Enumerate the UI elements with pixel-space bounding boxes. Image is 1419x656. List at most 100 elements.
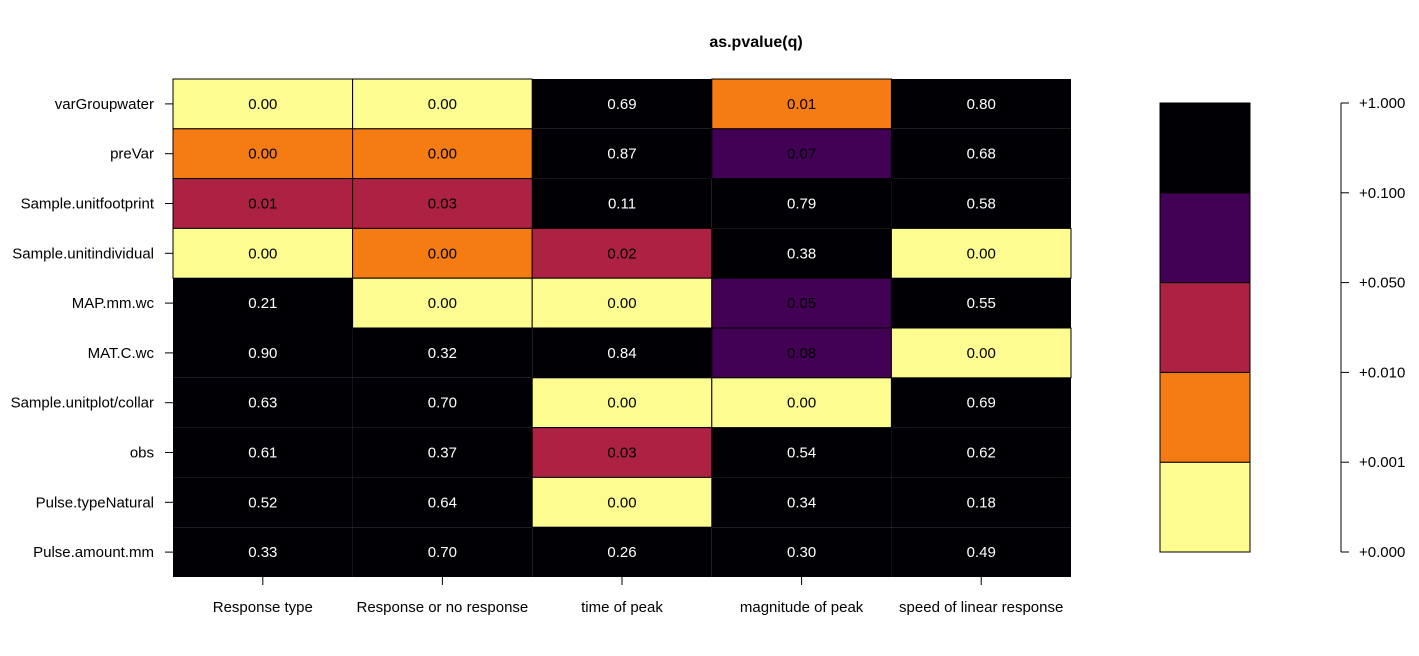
cell-value-label: 0.69 [607,96,636,113]
cell-value-label: 0.00 [248,146,277,163]
row-label: obs [130,445,154,462]
heatmap-cell [890,327,1072,379]
cell-value-label: 0.18 [967,494,996,511]
row-label: Sample.unitfootprint [21,196,155,213]
cell-value-label: 0.52 [248,494,277,511]
legend-color-swatch [1159,461,1251,553]
heatmap-cell [352,328,533,378]
row-label: Sample.unitindividual [12,245,154,262]
heatmap-cell [890,227,1072,279]
row-label: Pulse.amount.mm [33,544,154,561]
cell-value-label: 0.03 [428,196,457,213]
cell-value-label: 0.00 [787,395,816,412]
cell-value-label: 0.00 [967,245,996,262]
heatmap-cell [711,178,892,229]
heatmap-cell [352,527,533,577]
heatmap-cell [891,79,1071,129]
heatmap-cell [531,227,713,279]
chart-title: as.pvalue(q) [709,34,802,51]
heatmap-cell [352,78,533,130]
heatmap-cell [891,278,1071,328]
legend-color-swatch [1159,371,1251,463]
heatmap-cell [891,377,1071,428]
cell-value-label: 0.69 [967,395,996,412]
cell-value-label: 0.68 [967,146,996,163]
row-label: MAT.C.wc [88,345,155,362]
cell-value-label: 0.90 [248,345,277,362]
heatmap-cell [173,477,353,528]
heatmap-cell [173,427,353,478]
heatmap-cell [173,328,353,378]
heatmap-cell [172,128,354,180]
cell-value-label: 0.00 [248,96,277,113]
legend-color-swatch [1159,282,1251,373]
cell-value-label: 0.26 [607,544,636,561]
heatmap-cell [532,178,712,229]
heatmap-cells: 0.00 0.00 0.69 0.01 0.80 0.00 0.00 0.87 0.07 0.68… [172,78,1072,577]
cell-value-label: 0.84 [607,345,636,362]
row-label: preVar [110,146,154,163]
legend-tick-label: +0.050 [1359,275,1405,292]
heatmap-cell [173,377,353,428]
cell-value-label: 0.63 [248,395,277,412]
heatmap-cell [172,78,354,130]
heatmap-cell [711,377,892,429]
cell-value-label: 0.08 [787,345,816,362]
heatmap-cell [173,527,353,577]
cell-value-label: 0.05 [787,295,816,312]
cell-value-label: 0.21 [248,295,277,312]
heatmap-cell [891,477,1071,528]
heatmap-cell [352,427,533,478]
cell-value-label: 0.32 [428,345,457,362]
cell-value-label: 0.55 [967,295,996,312]
cell-value-label: 0.87 [607,146,636,163]
cell-value-label: 0.61 [248,445,277,462]
cell-value-label: 0.02 [607,245,636,262]
heatmap-cell [891,128,1071,179]
legend-tick-label: +0.000 [1359,544,1405,561]
column-label: Response type [213,599,313,616]
cell-value-label: 0.38 [787,245,816,262]
cell-value-label: 0.00 [607,295,636,312]
row-labels: varGroupwater preVar Sample.unitfootprint S… [11,96,173,561]
heatmap-cell [711,527,892,577]
cell-value-label: 0.30 [787,544,816,561]
heatmap-cell [532,128,712,179]
cell-value-label: 0.07 [787,146,816,163]
cell-value-label: 0.49 [967,544,996,561]
cell-value-label: 0.03 [607,445,636,462]
row-label: Sample.unitplot/collar [11,395,154,412]
column-label: Response or no response [357,599,529,616]
legend-tick-label: +0.100 [1359,185,1405,202]
heatmap-cell [531,476,713,528]
heatmap-cell [891,427,1071,478]
heatmap-cell [891,178,1071,229]
heatmap-cell [532,328,712,378]
cell-value-label: 0.00 [428,96,457,113]
heatmap-cell [173,278,353,328]
column-label: magnitude of peak [740,599,864,616]
cell-value-label: 0.01 [787,96,816,113]
heatmap-cell [711,128,892,180]
heatmap-cell [172,178,354,229]
cell-value-label: 0.00 [607,494,636,511]
heatmap-cell [352,377,533,428]
cell-value-label: 0.58 [967,196,996,213]
cell-value-label: 0.00 [428,295,457,312]
cell-value-label: 0.00 [967,345,996,362]
row-label: varGroupwater [55,96,154,113]
cell-value-label: 0.79 [787,196,816,213]
column-label: time of peak [581,599,663,616]
cell-value-label: 0.00 [248,245,277,262]
cell-value-label: 0.37 [428,445,457,462]
heatmap-cell [711,78,892,130]
cell-value-label: 0.70 [428,544,457,561]
heatmap-cell [352,128,533,180]
heatmap-cell [532,79,712,129]
legend-color-swatch [1159,192,1251,284]
cell-value-label: 0.11 [608,196,636,213]
cell-value-label: 0.80 [967,96,996,113]
row-label: Pulse.typeNatural [36,494,154,511]
heatmap-cell [891,527,1071,577]
